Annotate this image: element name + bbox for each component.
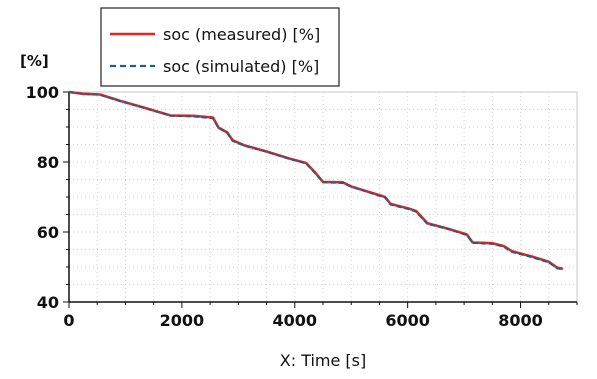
x-tick-label: 8000	[498, 311, 543, 330]
legend-box	[100, 7, 340, 87]
y-tick-label: 60	[37, 223, 59, 242]
x-axis-label: X: Time [s]	[280, 351, 367, 370]
y-tick-labels: 40 60 80 100	[26, 83, 59, 312]
x-tick-label: 4000	[273, 311, 318, 330]
y-axis-label: [%]	[20, 52, 49, 70]
axes	[63, 91, 578, 308]
series-line-simulated	[68, 91, 564, 271]
legend-label-simulated: soc (simulated) [%]	[163, 57, 319, 76]
x-tick-labels: 0 2000 4000 6000 8000	[63, 311, 542, 330]
y-tick-label: 100	[26, 83, 59, 102]
legend: soc (measured) [%] soc (simulated) [%]	[100, 7, 340, 87]
y-tick-label: 40	[37, 293, 59, 312]
x-tick-label: 6000	[385, 311, 430, 330]
series-layer	[68, 90, 564, 271]
series-line-measured	[68, 90, 564, 271]
grid	[69, 92, 577, 302]
x-tick-label: 0	[63, 311, 74, 330]
x-tick-label: 2000	[160, 311, 205, 330]
legend-label-measured: soc (measured) [%]	[163, 25, 320, 44]
y-tick-label: 80	[37, 153, 59, 172]
